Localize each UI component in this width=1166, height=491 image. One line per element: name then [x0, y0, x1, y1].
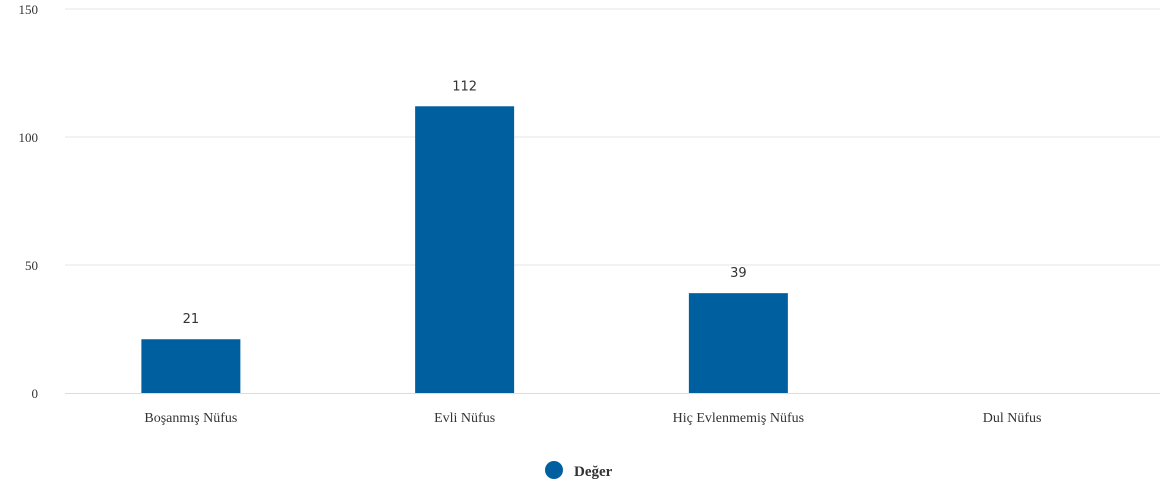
bar[interactable]: [688, 293, 788, 393]
legend[interactable]: Değer: [545, 461, 613, 480]
bar[interactable]: [415, 106, 515, 393]
gridlines: [65, 8, 1160, 266]
data-label: 39: [730, 266, 747, 281]
bars: [141, 106, 788, 393]
x-tick-label: Hiç Evlenmemiş Nüfus: [673, 411, 804, 426]
x-tick-label: Evli Nüfus: [434, 411, 495, 426]
y-tick-label: 50: [25, 258, 38, 273]
data-label: 112: [452, 79, 477, 94]
legend-label: Değer: [574, 464, 613, 480]
legend-marker: [545, 461, 563, 479]
y-tick-label: 0: [32, 386, 39, 401]
y-tick-label: 150: [19, 2, 39, 17]
x-tick-label: Boşanmış Nüfus: [144, 411, 237, 426]
x-tick-label: Dul Nüfus: [983, 411, 1042, 426]
y-axis-ticks: 0 50 100 150: [19, 2, 39, 401]
data-label: 21: [183, 312, 200, 327]
data-labels: 21 112 39: [183, 79, 747, 327]
x-axis-ticks: Boşanmış Nüfus Evli Nüfus Hiç Evlenmemiş N…: [144, 411, 1041, 426]
y-tick-label: 100: [19, 130, 39, 145]
bar[interactable]: [141, 339, 241, 393]
